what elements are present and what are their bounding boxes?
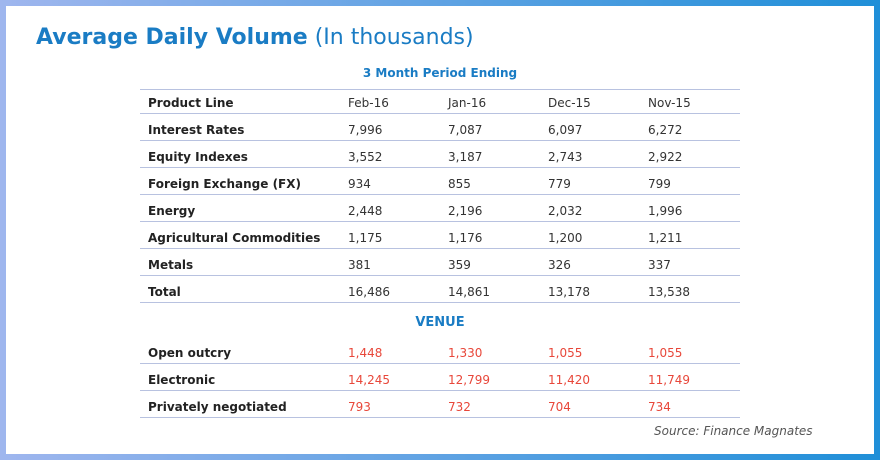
cell: 1,330	[448, 346, 483, 360]
cell: 779	[548, 177, 571, 191]
cell: Feb-16	[348, 96, 389, 110]
rule	[140, 363, 740, 364]
rule	[140, 167, 740, 168]
rule	[140, 390, 740, 391]
cell: 732	[448, 400, 471, 414]
cell: 13,538	[648, 285, 690, 299]
cell: 7,087	[448, 123, 483, 137]
row-label: Privately negotiated	[148, 400, 287, 414]
row-label: Agricultural Commodities	[148, 231, 321, 245]
cell: 14,245	[348, 373, 390, 387]
cell: 734	[648, 400, 671, 414]
cell: 799	[648, 177, 671, 191]
cell: 1,200	[548, 231, 583, 245]
subtitle: (In thousands)	[314, 25, 474, 50]
cell: 704	[548, 400, 571, 414]
cell: 2,032	[548, 204, 583, 218]
row-label: Total	[148, 285, 181, 299]
cell: 7,996	[348, 123, 383, 137]
cell: 2,196	[448, 204, 483, 218]
cell: 1,055	[548, 346, 583, 360]
cell: 6,097	[548, 123, 583, 137]
rule	[140, 113, 740, 114]
title-line: Average Daily Volume (In thousands)	[36, 24, 474, 52]
rule	[140, 221, 740, 222]
rule	[140, 275, 740, 276]
row-label: Equity Indexes	[148, 150, 248, 164]
cell: 2,922	[648, 150, 683, 164]
panel: Average Daily Volume (In thousands) 3 Mo…	[6, 6, 874, 454]
section-header: VENUE	[415, 315, 465, 330]
row-label: Electronic	[148, 373, 216, 387]
cell: Nov-15	[648, 96, 691, 110]
cell: 14,861	[448, 285, 490, 299]
cell: 1,448	[348, 346, 383, 360]
rule	[140, 248, 740, 249]
row-label: Product Line	[148, 96, 234, 110]
rule	[140, 140, 740, 141]
rule	[140, 302, 740, 303]
cell: 2,448	[348, 204, 383, 218]
cell: 6,272	[648, 123, 683, 137]
cell: Dec-15	[548, 96, 591, 110]
cell: 11,749	[648, 373, 690, 387]
cell: 1,176	[448, 231, 483, 245]
cell: 359	[448, 258, 471, 272]
row-label: Metals	[148, 258, 194, 272]
cell: 11,420	[548, 373, 590, 387]
cell: 934	[348, 177, 371, 191]
cell: 1,211	[648, 231, 683, 245]
cell: Jan-16	[448, 96, 487, 110]
cell: 326	[548, 258, 571, 272]
row-label: Energy	[148, 204, 196, 218]
cell: 13,178	[548, 285, 590, 299]
row-label: Foreign Exchange (FX)	[148, 177, 301, 191]
cell: 793	[348, 400, 371, 414]
rule	[140, 89, 740, 90]
row-label: Interest Rates	[148, 123, 245, 137]
cell: 1,175	[348, 231, 383, 245]
cell: 2,743	[548, 150, 583, 164]
rule	[140, 417, 740, 418]
caption: 3 Month Period Ending	[362, 66, 518, 80]
row-label: Open outcry	[148, 346, 232, 360]
cell: 3,187	[448, 150, 483, 164]
rule	[140, 194, 740, 195]
title: Average Daily Volume	[36, 25, 308, 50]
cell: 16,486	[348, 285, 390, 299]
cell: 1,996	[648, 204, 683, 218]
source: Source: Finance Magnates	[654, 424, 813, 438]
cell: 381	[348, 258, 371, 272]
cell: 855	[448, 177, 471, 191]
cell: 1,055	[648, 346, 683, 360]
cell: 12,799	[448, 373, 490, 387]
cell: 3,552	[348, 150, 383, 164]
cell: 337	[648, 258, 671, 272]
